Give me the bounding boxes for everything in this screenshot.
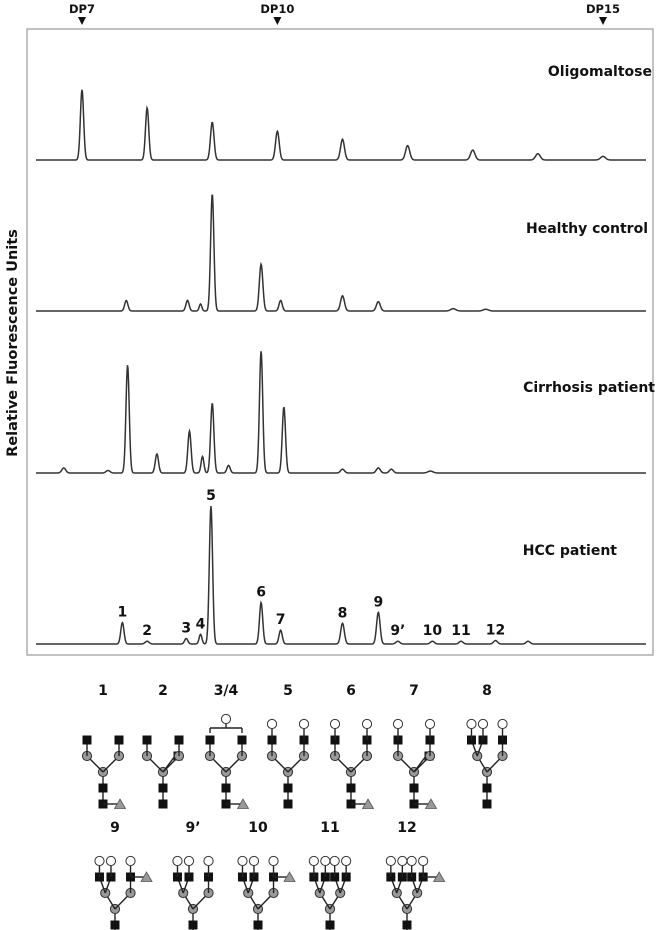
dp-marker-label: DP10 [260, 2, 294, 16]
glycan-structure: 7 [392, 683, 438, 809]
glycan-structure: 12 [385, 820, 446, 930]
peak-label: 11 [451, 623, 470, 639]
glycan-label: 5 [283, 683, 293, 699]
chromatogram-trace [36, 505, 646, 645]
dp-marker-arrow [78, 17, 86, 25]
glycan-structure: 6 [329, 683, 375, 809]
glycan-label: 8 [482, 683, 492, 699]
glycan-label: 7 [409, 683, 419, 699]
panel-title: Oligomaltose [548, 64, 652, 80]
peak-label: 12 [486, 623, 505, 639]
peak-label: 6 [256, 585, 266, 601]
plot-frame [26, 28, 654, 656]
peak-label: 7 [276, 612, 286, 628]
peak-label: 2 [142, 623, 152, 639]
chromatogram-trace [36, 89, 646, 161]
glycan-structure: 1 [81, 683, 127, 809]
peak-label: 8 [338, 605, 348, 621]
glycan-structures: 1 2 3/4 5 6 7 89 9’ 10 11 12 [81, 683, 508, 930]
glycan-label: 9 [110, 820, 120, 836]
glycan-structure: 11 [308, 820, 352, 930]
peak-label: 9’ [390, 623, 405, 639]
glycan-structure: 9 [94, 820, 153, 930]
peak-label: 3 [181, 620, 191, 636]
chromatogram-panels: Oligomaltose Healthy control Cirrhosis pat… [36, 64, 655, 645]
panel-cirrhosis-patient: Cirrhosis patient [36, 351, 655, 474]
panel-title: Healthy control [526, 221, 648, 237]
glycan-label: 3/4 [214, 683, 239, 699]
y-axis-label: Relative Fluorescence Units [5, 229, 21, 457]
dp-marker-label: DP15 [586, 2, 620, 16]
glycan-structure: 8 [466, 683, 508, 809]
glycan-label: 11 [320, 820, 339, 836]
panel-title: Cirrhosis patient [523, 380, 655, 396]
glycan-label: 2 [158, 683, 168, 699]
glycan-structure: 9’ [172, 820, 214, 930]
peak-label: 5 [206, 488, 216, 504]
chromatogram-trace [36, 351, 646, 474]
peak-label: 9 [373, 594, 383, 610]
glycan-label: 1 [98, 683, 108, 699]
peak-label: 1 [118, 605, 128, 621]
panel-oligomaltose: Oligomaltose [36, 64, 652, 161]
glycan-structure: 2 [141, 683, 185, 809]
peak-label: 10 [423, 623, 443, 639]
glycan-structure: 10 [237, 820, 296, 930]
glycan-label: 6 [346, 683, 356, 699]
dp-marker-arrow [599, 17, 607, 25]
dp-marker-arrow [273, 17, 282, 25]
glycan-label: 10 [248, 820, 268, 836]
peak-label: 4 [196, 616, 206, 632]
panel-title: HCC patient [523, 543, 618, 559]
dp-marker-label: DP7 [69, 2, 95, 16]
glycan-label: 12 [397, 820, 416, 836]
chromatogram-trace [36, 194, 646, 312]
glycan-structure: 3/4 [204, 683, 250, 809]
glycan-structure: 5 [266, 683, 310, 809]
panel-healthy-control: Healthy control [36, 194, 648, 312]
glycan-label: 9’ [185, 820, 200, 836]
dp-markers: DP7 DP10 DP15 [69, 2, 620, 25]
